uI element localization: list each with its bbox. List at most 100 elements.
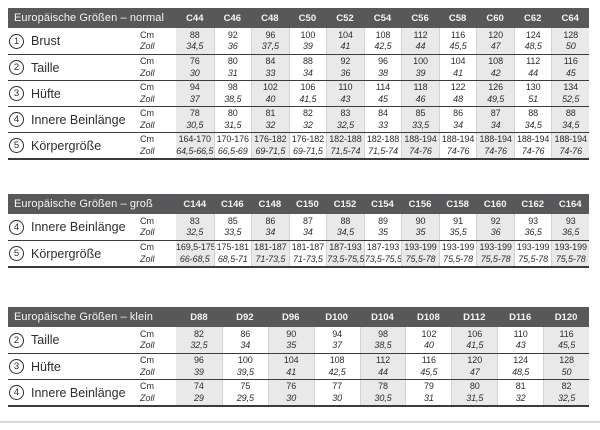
size-cell: 85 33,5 [213, 214, 252, 240]
column-header: C62 [523, 12, 542, 24]
cm-value: 124 [513, 355, 529, 365]
cm-value: 112 [413, 29, 428, 40]
cm-value: 116 [559, 328, 574, 339]
zoll-value: 34 [265, 227, 276, 237]
cm-value: 169,5-175 [176, 242, 216, 252]
cm-value: 98 [378, 328, 388, 339]
row-number-badge: 4 [9, 219, 24, 235]
cm-value: 96 [265, 29, 276, 40]
column-header: D104 [371, 311, 394, 323]
cm-value: 193-199 [554, 242, 587, 252]
cm-value: 116 [421, 355, 436, 365]
cm-value: 84 [378, 108, 388, 118]
cm-value: 188-194 [441, 134, 475, 144]
size-cell: 128 50 [551, 28, 589, 54]
size-cell: 90 35 [267, 327, 314, 353]
unit-labels: Cm Zoll [140, 81, 176, 106]
cm-value: 181-187 [254, 242, 287, 252]
zoll-value: 47 [469, 366, 480, 377]
size-cell: 176-182 69-71,5 [251, 133, 289, 158]
unit-zoll-label: Zoll [140, 145, 155, 156]
cm-value: 84 [265, 56, 276, 66]
size-cell: 91 35,5 [438, 214, 477, 240]
size-cell: 193-199 75,5-78 [513, 241, 552, 266]
size-cell: 130 51 [513, 81, 552, 106]
row-number-badge: 5 [9, 246, 24, 261]
size-cell: 92 36 [213, 28, 252, 54]
zoll-value: 35,5 [449, 227, 467, 237]
size-cell: 74 29 [176, 380, 222, 405]
cm-value: 193-199 [441, 242, 475, 252]
size-cell: 182-188 71,5-74 [363, 133, 402, 158]
size-cell: 108 42 [476, 55, 514, 80]
cm-value: 182-188 [329, 134, 362, 144]
column-header: D120 [554, 311, 578, 323]
cm-value: 104 [338, 29, 353, 40]
size-cell: 98 38,5 [213, 81, 252, 106]
table-body: 2 Taille Cm Zoll 82 32,5 86 34 90 35 94 37 98 38,5 102… [8, 327, 589, 407]
size-cell: 181-187 71-73,5 [288, 241, 327, 266]
measurement-row: 5 Körpergröße Cm Zoll 164-170 64,5-66,5 170-17… [8, 132, 589, 158]
size-cell: 87 34 [476, 107, 514, 132]
size-cell: 96 37,5 [251, 28, 289, 54]
unit-zoll-label: Zoll [140, 67, 155, 78]
cm-value: 93 [528, 215, 539, 226]
cm-value: 88 [189, 29, 200, 40]
cm-value: 100 [300, 29, 316, 40]
zoll-value: 45 [565, 67, 576, 78]
row-label: 5 Körpergröße [8, 241, 140, 266]
cm-value: 82 [561, 381, 572, 391]
zoll-value: 37 [332, 340, 342, 350]
cm-value: 90 [286, 328, 297, 339]
size-cell: 82 32,5 [176, 327, 222, 353]
unit-labels: Cm Zoll [140, 214, 176, 240]
table-body: 1 Brust Cm Zoll 88 34,5 92 36 96 37,5 100 39 104 41 10… [8, 28, 589, 160]
size-cell: 124 48,5 [513, 28, 552, 54]
cm-value: 114 [375, 82, 391, 92]
zoll-value: 37,5 [261, 41, 279, 51]
zoll-value: 39 [415, 67, 426, 78]
size-chart-page: Europäische Größen – normal C44 C46 C48 C50 C… [0, 8, 600, 423]
unit-zoll-label: Zoll [140, 392, 155, 403]
measurement-row: 4 Innere Beinlänge Cm Zoll 83 32,5 85 33,5 86 34 8… [8, 214, 589, 240]
column-header: C152 [333, 198, 357, 210]
size-cell: 86 34 [221, 327, 268, 353]
size-cell: 193-199 75,5-78 [476, 241, 514, 266]
cm-value: 188-194 [479, 134, 512, 144]
cm-value: 104 [283, 355, 299, 365]
measurement-row: 4 Innere Beinlänge Cm Zoll 74 29 75 29,5 76 30 77 3… [8, 379, 589, 405]
row-label: 3 Hüfte [8, 354, 140, 379]
zoll-value: 35 [286, 340, 297, 350]
column-header: C54 [373, 12, 392, 24]
column-header: D88 [190, 311, 208, 323]
size-cell: 164-170 64,5-66,5 [176, 133, 214, 158]
cm-value: 88 [302, 56, 313, 66]
row-name: Körpergröße [31, 138, 102, 153]
zoll-value: 36,5 [562, 227, 580, 237]
size-cell: 92 36 [326, 55, 364, 80]
size-cell: 94 37 [313, 327, 360, 353]
column-header: D100 [325, 311, 348, 323]
unit-labels: Cm Zoll [140, 133, 176, 158]
zoll-value: 44 [378, 366, 388, 377]
cm-value: 80 [227, 108, 238, 118]
zoll-value: 32,5 [336, 119, 354, 130]
zoll-value: 48 [453, 93, 463, 104]
cm-value: 106 [300, 82, 316, 92]
cm-value: 98 [227, 82, 238, 92]
row-label: 1 Brust [8, 28, 140, 54]
row-name: Taille [31, 333, 60, 347]
size-cell: 92 36 [476, 214, 514, 240]
size-cell: 100 39,5 [221, 354, 268, 379]
cm-value: 128 [559, 355, 574, 365]
row-number-badge: 2 [9, 332, 24, 348]
unit-zoll-label: Zoll [140, 119, 155, 130]
zoll-value: 41 [286, 366, 297, 377]
cm-value: 75 [240, 381, 251, 391]
zoll-value: 34 [240, 340, 251, 350]
table-header: Europäische Größen – klein D88 D92 D96 D100 D… [8, 307, 589, 327]
size-cell: 188-194 74-76 [401, 133, 439, 158]
unit-cm-label: Cm [140, 215, 154, 226]
zoll-value: 74-76 [409, 145, 432, 156]
value-cells: 74 29 75 29,5 76 30 77 30 78 30,5 79 31 80 31,5 81 32 82… [176, 380, 589, 405]
